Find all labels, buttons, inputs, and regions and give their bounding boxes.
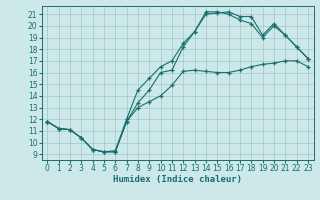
X-axis label: Humidex (Indice chaleur): Humidex (Indice chaleur) [113, 175, 242, 184]
